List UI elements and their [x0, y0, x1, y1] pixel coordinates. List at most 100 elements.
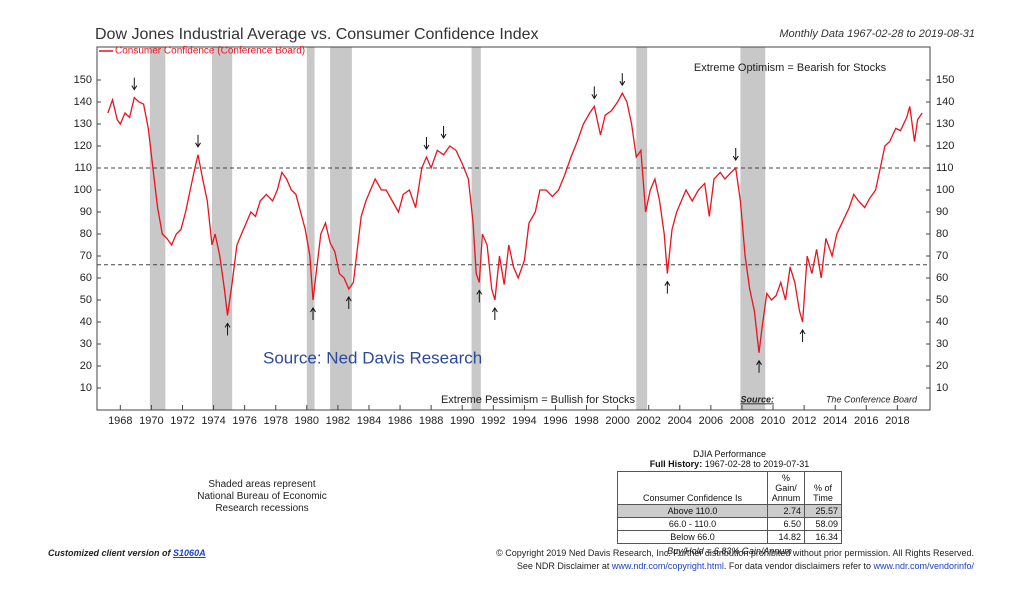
client-code[interactable]: S1060A: [173, 548, 206, 558]
table-cell: Above 110.0: [617, 504, 768, 518]
y-tick-label: 50: [80, 294, 92, 306]
table-subtitle-label: Full History:: [649, 459, 703, 469]
y-tick-label: 100: [936, 184, 954, 196]
x-tick-label: 2006: [699, 415, 723, 427]
x-tick-label: 1970: [139, 415, 163, 427]
arrow-head: [195, 142, 201, 148]
x-tick-label: 2016: [854, 415, 878, 427]
y-tick-label: 10: [80, 382, 92, 394]
arrow-head: [423, 144, 430, 150]
disclaimer-text: See NDR Disclaimer at: [516, 561, 612, 571]
link[interactable]: www.ndr.com/vendorinfo/: [873, 561, 974, 571]
y-tick-label: 70: [936, 250, 948, 262]
x-tick-label: 1986: [388, 415, 412, 427]
y-tick-label: 30: [80, 338, 92, 350]
x-tick-label: 1978: [263, 415, 287, 427]
x-tick-label: 2014: [823, 415, 847, 427]
y-tick-label: 10: [936, 382, 948, 394]
y-tick-label: 80: [80, 228, 92, 240]
arrow-head: [664, 280, 671, 286]
arrow: [224, 322, 231, 336]
recession-band: [471, 47, 481, 410]
y-tick-label: 140: [74, 96, 92, 108]
y-tick-label: 140: [936, 96, 954, 108]
y-tick-label: 40: [936, 316, 948, 328]
performance-table: Consumer Confidence Is% Gain/ Annum% of …: [617, 471, 842, 544]
recession-band: [149, 47, 166, 410]
y-tick-label: 150: [936, 74, 954, 86]
recession-note: Shaded areas represent National Bureau of…: [197, 479, 327, 514]
x-tick-label: 1998: [574, 415, 598, 427]
x-tick-label: 1990: [450, 415, 474, 427]
table-row: Below 66.0 14.82 16.34: [617, 530, 842, 544]
y-tick-label: 120: [74, 140, 92, 152]
link[interactable]: www.ndr.com/copyright.html: [611, 561, 724, 571]
x-tick-label: 2004: [668, 415, 692, 427]
y-tick-label: 70: [80, 250, 92, 262]
y-tick-label: 130: [74, 118, 92, 130]
x-tick-label: 2008: [730, 415, 754, 427]
x-tick-label: 2010: [761, 415, 785, 427]
arrow-head: [619, 80, 626, 87]
y-tick-label: 30: [936, 338, 948, 350]
arrow-head: [310, 307, 316, 313]
arrow-head: [476, 289, 483, 295]
annotation: Extreme Pessimism = Bullish for Stocks: [441, 394, 636, 406]
watermark: Source: Ned Davis Research: [263, 348, 482, 367]
chart-title: Dow Jones Industrial Average vs. Consume…: [95, 26, 539, 43]
y-tick-label: 100: [74, 184, 92, 196]
series-line: [107, 91, 923, 353]
table-footnote: Buy/Hold = 6.83% Gain/Annum: [667, 546, 792, 556]
x-tick-label: 1968: [108, 415, 132, 427]
client-label: Customized client version of: [48, 548, 171, 558]
chart-subtitle: Monthly Data 1967-02-28 to 2019-08-31: [779, 28, 975, 40]
arrow-head: [799, 329, 806, 335]
footer: © Copyright 2019 Ned Davis Research, Inc…: [496, 548, 974, 571]
arrow-head: [131, 85, 138, 91]
copyright: © Copyright 2019 Ned Davis Research, Inc…: [496, 548, 974, 558]
disclaimer: See NDR Disclaimer at www.ndr.com/copyri…: [496, 561, 974, 571]
table-cell: 58.09: [804, 517, 842, 531]
arrow: [131, 77, 138, 91]
x-tick-label: 1972: [170, 415, 194, 427]
recession-note-line: National Bureau of Economic: [197, 491, 327, 502]
y-tick-label: 80: [936, 228, 948, 240]
arrow: [345, 296, 352, 309]
y-tick-label: 20: [80, 360, 92, 372]
x-tick-label: 1974: [201, 415, 225, 427]
table-row: Above 110.0 2.74 25.57: [617, 504, 842, 518]
arrow-head: [732, 155, 739, 161]
recession-band: [212, 47, 233, 410]
x-tick-label: 1994: [512, 415, 536, 427]
recession-band: [636, 47, 648, 410]
table-row: Consumer Confidence Is% Gain/ Annum% of …: [617, 471, 842, 505]
y-tick-label: 20: [936, 360, 948, 372]
arrow: [591, 86, 598, 100]
table-cell: Consumer Confidence Is: [617, 471, 768, 505]
arrow: [756, 359, 762, 373]
x-tick-label: 2002: [636, 415, 660, 427]
x-tick-label: 1992: [481, 415, 505, 427]
arrow: [799, 329, 806, 342]
table-subtitle: Full History: 1967-02-28 to 2019-07-31: [617, 459, 842, 469]
arrow: [619, 73, 626, 87]
disclaimer-text: . For data vendor disclaimers refer to: [723, 561, 874, 571]
table-cell: 16.34: [804, 530, 842, 544]
performance-box: DJIA Performance Full History: 1967-02-2…: [617, 449, 842, 556]
y-tick-label: 90: [936, 206, 948, 218]
legend-label: Consumer Confidence (Conference Board): [115, 46, 305, 57]
y-tick-label: 110: [936, 162, 954, 174]
arrow-head: [224, 322, 231, 328]
recession-band: [330, 47, 352, 410]
arrow: [491, 307, 498, 320]
y-tick-label: 40: [80, 316, 92, 328]
x-tick-label: 2000: [605, 415, 629, 427]
table-cell: 14.82: [767, 530, 805, 544]
arrow: [423, 137, 430, 150]
table-cell: Below 66.0: [617, 530, 768, 544]
table-cell: % of Time: [804, 471, 842, 505]
annotation: Extreme Optimism = Bearish for Stocks: [694, 62, 887, 74]
y-tick-label: 90: [80, 206, 92, 218]
